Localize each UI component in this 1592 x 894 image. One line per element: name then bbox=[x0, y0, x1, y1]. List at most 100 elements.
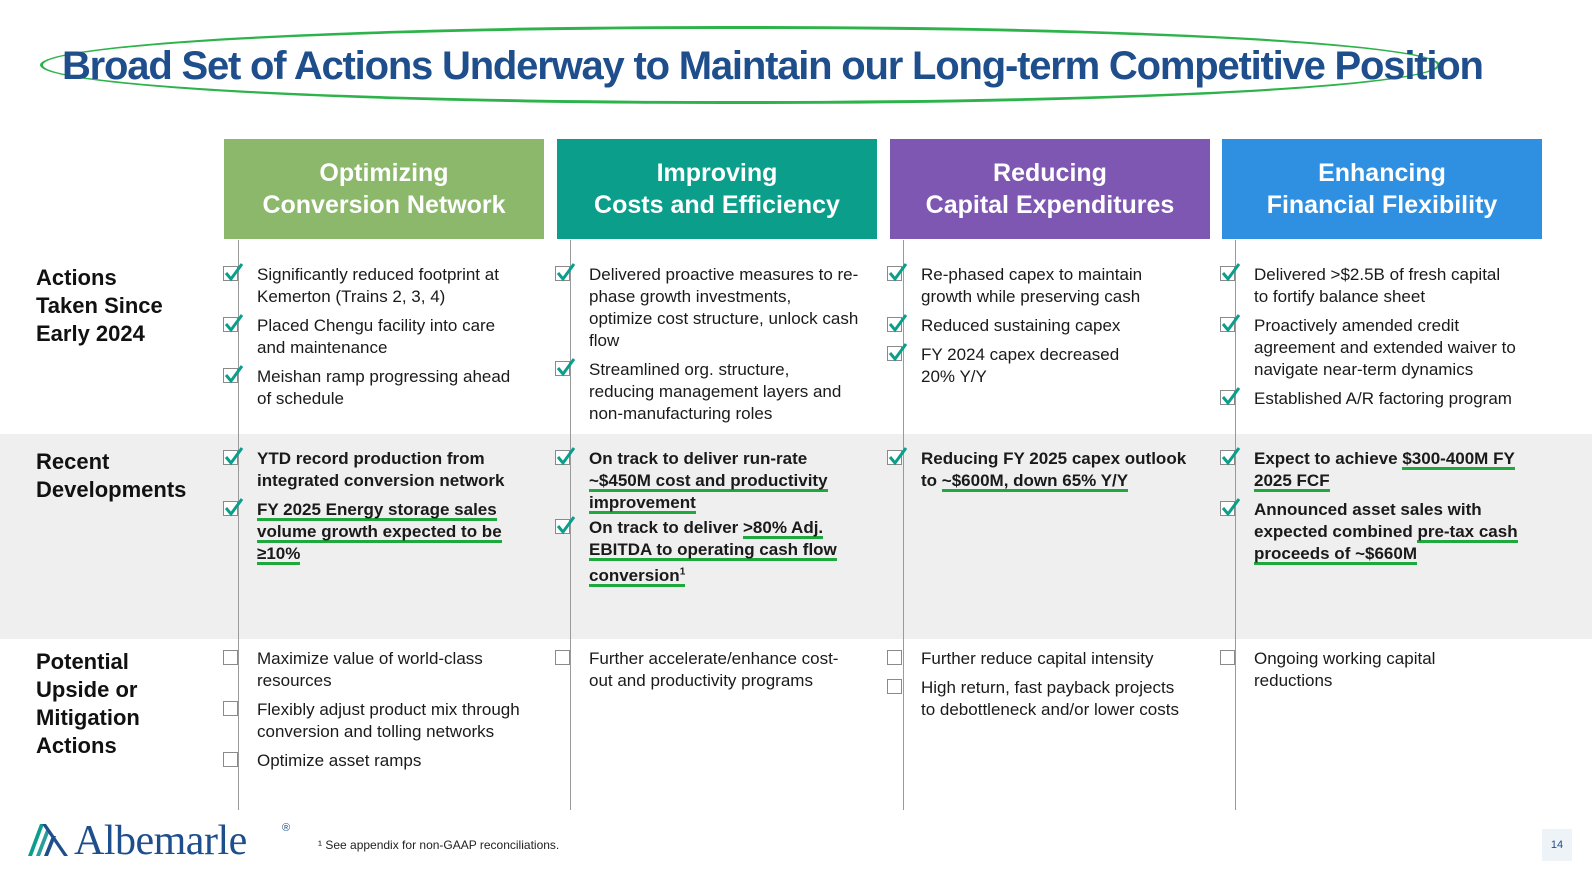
checked-box-icon bbox=[223, 263, 244, 282]
checked-box-icon bbox=[1220, 498, 1241, 517]
upside-col-2: Further accelerate/enhance cost-out and … bbox=[555, 648, 875, 699]
empty-checkbox-icon bbox=[887, 679, 902, 694]
empty-checkbox-icon bbox=[223, 701, 238, 716]
actions-col-2: Delivered proactive measures to re-phase… bbox=[555, 263, 875, 432]
header-line: Reducing bbox=[993, 159, 1107, 187]
checked-box-icon bbox=[555, 447, 576, 466]
row-label-line: Taken Since bbox=[36, 293, 163, 318]
item-text: resources bbox=[257, 671, 332, 690]
highlighted-text: ~$450M cost and productivity bbox=[589, 471, 828, 492]
list-item: High return, fast payback projects to deb… bbox=[887, 677, 1207, 721]
list-item: YTD record production from integrated con… bbox=[223, 447, 543, 492]
row-label-line: Early 2024 bbox=[36, 321, 145, 346]
item-text: High return, fast payback projects bbox=[921, 678, 1175, 697]
item-text: Expect to achieve bbox=[1254, 449, 1403, 468]
header-line: Conversion Network bbox=[262, 191, 506, 219]
row-label-line: Potential bbox=[36, 649, 129, 674]
list-item: Significantly reduced footprint at Kemert… bbox=[223, 263, 543, 308]
item-text: Reduced sustaining capex bbox=[921, 316, 1121, 335]
item-text: FY 2024 capex decreased bbox=[921, 345, 1120, 364]
item-text: out and productivity programs bbox=[589, 671, 813, 690]
item-text: Maximize value of world-class bbox=[257, 649, 483, 668]
list-item: Optimize asset ramps bbox=[223, 750, 543, 772]
row-label-line: Upside or bbox=[36, 677, 138, 702]
item-text: Flexibly adjust product mix through bbox=[257, 700, 520, 719]
item-text: On track to deliver bbox=[589, 518, 743, 537]
item-text: reductions bbox=[1254, 671, 1333, 690]
recent-col-2: On track to deliver run-rate ~$450M cost … bbox=[555, 447, 875, 594]
item-text: Delivered proactive measures to re- bbox=[589, 265, 859, 284]
header-reducing: Reducing Capital Expenditures bbox=[890, 139, 1210, 239]
item-text: 20% Y/Y bbox=[921, 367, 987, 386]
item-text: On track to deliver run-rate bbox=[589, 449, 808, 468]
item-text: conversion and tolling networks bbox=[257, 722, 495, 741]
list-item: Reducing FY 2025 capex outlook to ~$600M,… bbox=[887, 447, 1207, 492]
checked-box-icon bbox=[223, 447, 244, 466]
upside-col-4: Ongoing working capital reductions bbox=[1220, 648, 1550, 699]
list-item: Delivered proactive measures to re-phase… bbox=[555, 263, 875, 352]
list-item: Meishan ramp progressing ahead of schedul… bbox=[223, 365, 543, 410]
registered-mark: ® bbox=[282, 822, 291, 834]
page-title: Broad Set of Actions Underway to Maintai… bbox=[62, 44, 1484, 88]
item-text: YTD record production from bbox=[257, 449, 485, 468]
item-text: phase growth investments, bbox=[589, 287, 792, 306]
checked-box-icon bbox=[1220, 387, 1241, 406]
highlighted-text: volume growth expected to be bbox=[257, 522, 502, 543]
item-text: Further reduce capital intensity bbox=[921, 649, 1154, 668]
item-text: Kemerton (Trains 2, 3, 4) bbox=[257, 287, 446, 306]
checked-box-icon bbox=[887, 314, 908, 333]
highlighted-text: conversion bbox=[589, 565, 680, 585]
list-item: Flexibly adjust product mix through conve… bbox=[223, 699, 543, 743]
header-line: Improving bbox=[656, 159, 778, 187]
row-label-recent: Recent Developments bbox=[36, 448, 186, 504]
checked-box-icon bbox=[555, 358, 576, 377]
albemarle-logo-icon bbox=[28, 824, 68, 856]
header-line: Enhancing bbox=[1318, 159, 1446, 187]
item-text: integrated conversion network bbox=[257, 471, 505, 490]
row-label-line: Developments bbox=[36, 477, 187, 502]
column-divider bbox=[1235, 240, 1236, 810]
logo-wordmark: Albemarle bbox=[74, 818, 247, 864]
list-item: FY 2025 Energy storage sales volume growt… bbox=[223, 498, 543, 565]
header-improving: Improving Costs and Efficiency bbox=[557, 139, 877, 239]
header-optimizing: Optimizing Conversion Network bbox=[224, 139, 544, 239]
list-item: Expect to achieve $300-400M FY 2025 FCF bbox=[1220, 447, 1550, 492]
upside-col-1: Maximize value of world-class resources F… bbox=[223, 648, 543, 779]
empty-checkbox-icon bbox=[887, 650, 902, 665]
item-text: reducing management layers and bbox=[589, 382, 842, 401]
row-label-line: Actions bbox=[36, 733, 117, 758]
list-item: Reduced sustaining capex bbox=[887, 314, 1207, 337]
checked-box-icon bbox=[1220, 447, 1241, 466]
actions-col-3: Re-phased capex to maintain growth while … bbox=[887, 263, 1207, 395]
actions-col-1: Significantly reduced footprint at Kemert… bbox=[223, 263, 543, 417]
empty-checkbox-icon bbox=[223, 752, 238, 767]
highlighted-text: $300-400M FY bbox=[1402, 449, 1515, 470]
item-text: and maintenance bbox=[257, 338, 388, 357]
item-text: agreement and extended waiver to bbox=[1254, 338, 1516, 357]
empty-checkbox-icon bbox=[1220, 650, 1235, 665]
list-item: Placed Chengu facility into care and main… bbox=[223, 314, 543, 359]
page-number: 14 bbox=[1542, 829, 1572, 861]
checked-box-icon bbox=[555, 516, 576, 535]
list-item: Delivered >$2.5B of fresh capital to fort… bbox=[1220, 263, 1550, 308]
item-text: Ongoing working capital bbox=[1254, 649, 1436, 668]
highlighted-text: ≥10% bbox=[257, 544, 301, 565]
list-item: Maximize value of world-class resources bbox=[223, 648, 543, 692]
item-text: flow bbox=[589, 331, 620, 350]
item-text: Meishan ramp progressing ahead bbox=[257, 367, 511, 386]
checked-box-icon bbox=[887, 343, 908, 362]
checked-box-icon bbox=[887, 263, 908, 282]
header-line: Financial Flexibility bbox=[1266, 191, 1498, 219]
item-text: of schedule bbox=[257, 389, 344, 408]
highlighted-text: >80% Adj. bbox=[743, 518, 824, 539]
highlighted-text: pre-tax cash bbox=[1417, 522, 1518, 543]
empty-checkbox-icon bbox=[555, 650, 570, 665]
item-text: Established A/R factoring program bbox=[1254, 389, 1512, 408]
list-item: Streamlined org. structure, reducing mana… bbox=[555, 358, 875, 425]
title-frame bbox=[40, 26, 1440, 104]
item-text: to bbox=[921, 471, 942, 490]
list-item: On track to deliver >80% Adj. EBITDA to o… bbox=[555, 516, 875, 587]
item-text: Reducing FY 2025 capex outlook bbox=[921, 449, 1187, 468]
header-line: Optimizing bbox=[319, 159, 449, 187]
list-item: On track to deliver run-rate ~$450M cost … bbox=[555, 447, 875, 514]
